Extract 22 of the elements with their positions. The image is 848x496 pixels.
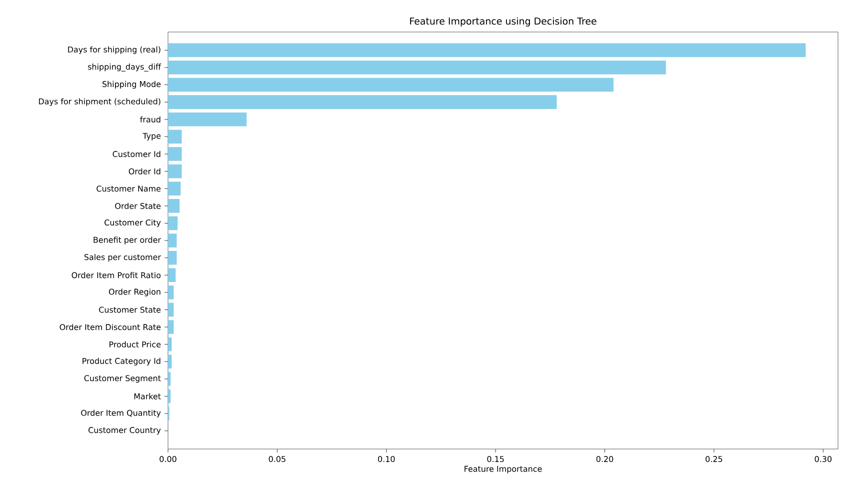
bar <box>168 354 172 369</box>
bar <box>168 95 557 109</box>
bar <box>168 78 614 92</box>
bar <box>168 372 171 386</box>
bar <box>168 250 177 265</box>
bar <box>168 234 177 248</box>
bar <box>168 182 181 196</box>
bar <box>168 389 171 404</box>
bar <box>168 286 174 300</box>
bar <box>168 43 806 58</box>
bar <box>168 60 666 74</box>
bar <box>168 130 182 144</box>
bar <box>168 268 176 282</box>
bar <box>168 164 182 178</box>
chart-title: Feature Importance using Decision Tree <box>410 17 596 27</box>
bar <box>168 147 182 161</box>
bar <box>168 337 172 352</box>
bar <box>168 216 178 230</box>
bar <box>168 320 174 334</box>
bar <box>168 199 180 213</box>
bar <box>168 302 174 317</box>
bar <box>168 112 247 126</box>
